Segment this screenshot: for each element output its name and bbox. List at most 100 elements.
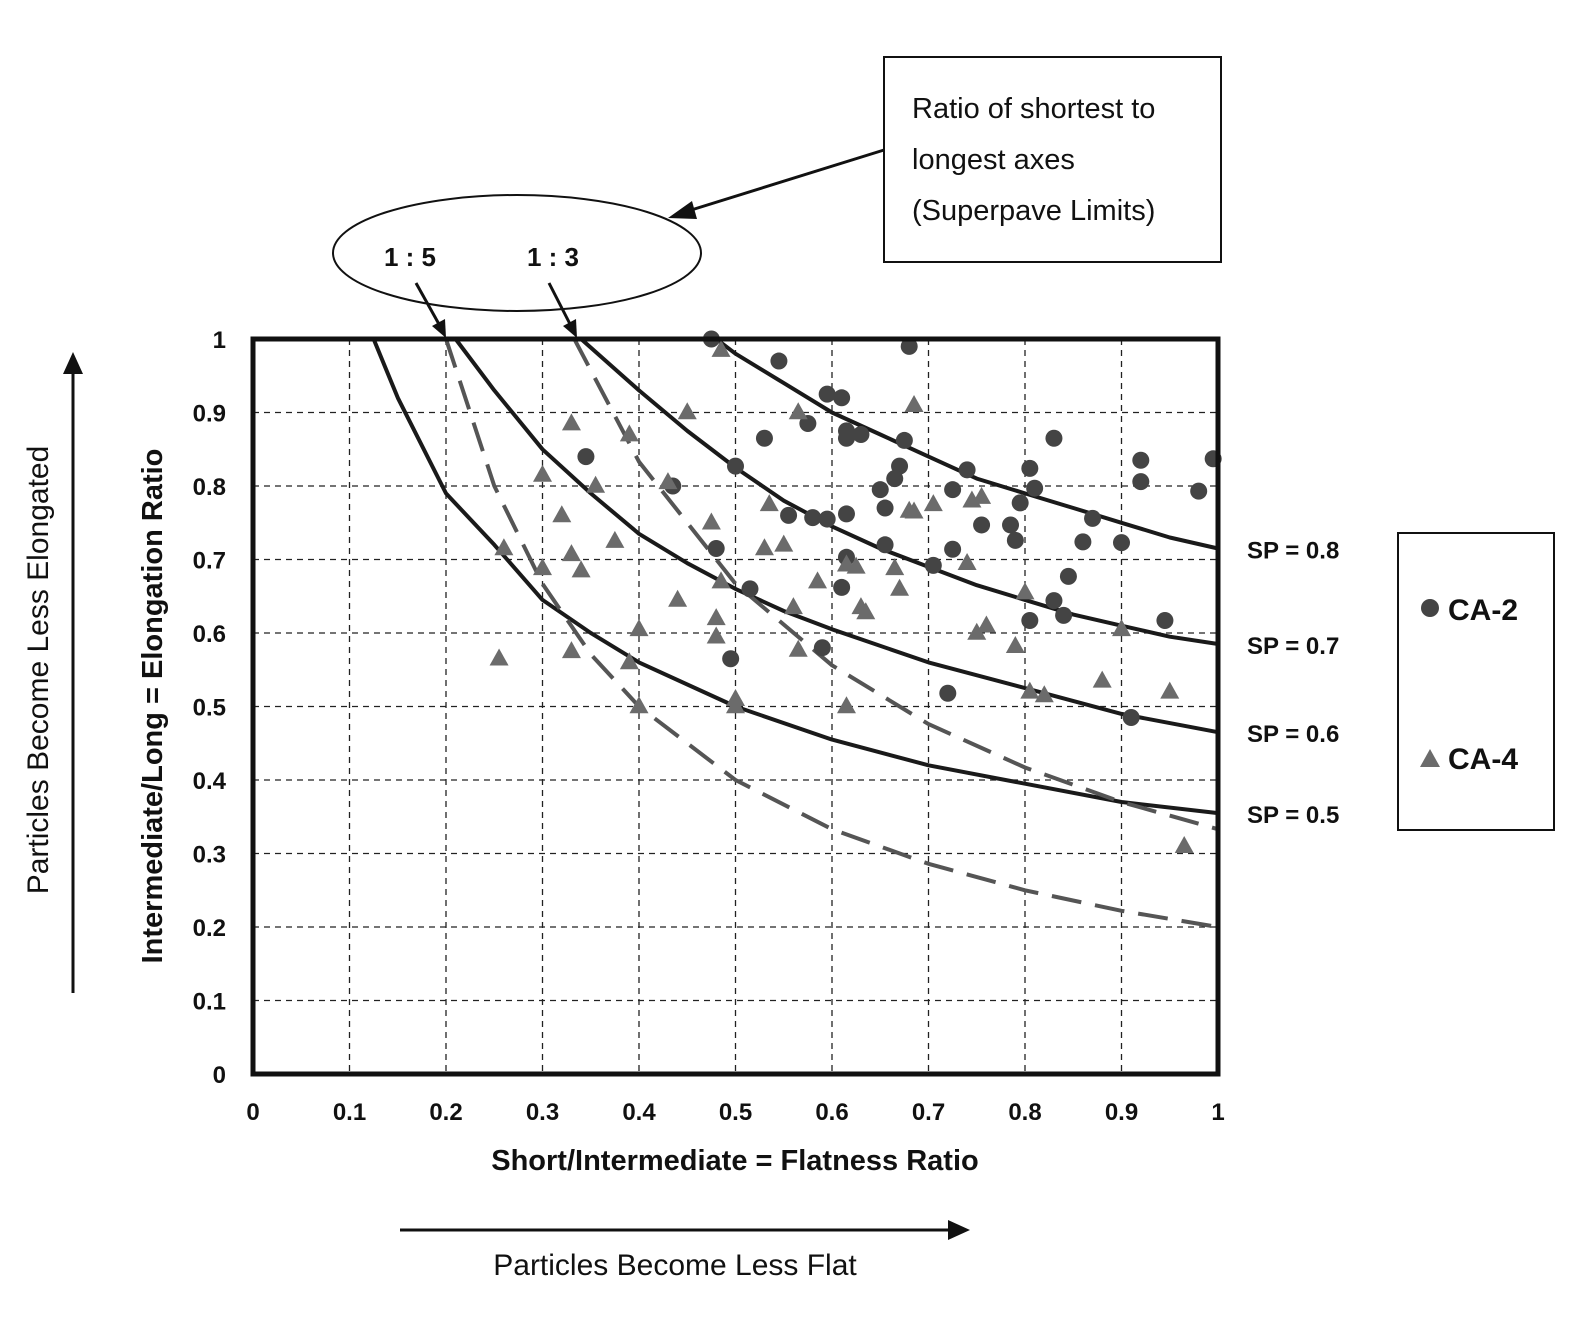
ca-4-point xyxy=(788,402,808,420)
ca-4-point xyxy=(561,544,581,562)
callout-arrowhead xyxy=(668,201,697,219)
ca-4-point xyxy=(976,615,996,633)
ratio-limit-line xyxy=(572,338,1219,832)
ca-2-point xyxy=(804,509,822,527)
ca-2-point xyxy=(1002,516,1020,534)
ca-2-point xyxy=(707,539,725,557)
ca-4-point xyxy=(494,538,514,556)
plot-frame xyxy=(250,336,1221,1077)
ca-2-point xyxy=(1045,429,1063,447)
ca-4-point xyxy=(1174,835,1194,853)
ca-4-point xyxy=(668,589,688,607)
ratio-arrowhead-1-3 xyxy=(563,319,577,338)
ca-4-point xyxy=(957,552,977,570)
ratio-limit-line xyxy=(444,338,1219,929)
legend-marker-ca-4 xyxy=(1420,749,1440,767)
ca-4-point xyxy=(726,696,745,714)
ca-2-point xyxy=(900,337,918,355)
ca-4-point xyxy=(788,639,808,657)
callout-line-1: Ratio of shortest to xyxy=(912,93,1155,125)
ca-4-point xyxy=(1015,582,1035,600)
x-tick-label: 0.3 xyxy=(526,1099,559,1126)
ratio-label-1-5: 1 : 5 xyxy=(384,242,436,272)
ca-4-point xyxy=(586,475,606,493)
ca-4-point xyxy=(836,696,856,714)
x-tick-labels: 0 0.1 0.2 0.3 0.4 0.5 0.6 0.7 0.8 0.9 1 xyxy=(246,1099,1224,1126)
y-tick-label: 0.4 xyxy=(193,768,227,795)
curves xyxy=(371,337,1219,929)
ca-4-point xyxy=(885,558,905,576)
x-tick-label: 0.9 xyxy=(1105,1099,1138,1126)
legend-box xyxy=(1397,532,1555,831)
y-tick-label: 0 xyxy=(213,1062,226,1089)
x-tick-label: 0 xyxy=(246,1099,259,1126)
ca-4-point xyxy=(890,578,910,596)
legend-label-ca-4: CA-4 xyxy=(1448,743,1518,776)
y-axis-label: Intermediate/Long = Elongation Ratio xyxy=(137,449,169,964)
data-points xyxy=(489,330,1222,853)
ca-2-point xyxy=(1132,451,1150,469)
sp-curve xyxy=(454,337,1219,735)
ca-4-point xyxy=(706,608,726,626)
y-tick-label: 0.1 xyxy=(193,989,226,1016)
ca-4-point xyxy=(923,494,943,512)
y-tick-label: 0.8 xyxy=(193,474,226,501)
ca-2-point xyxy=(1113,534,1130,552)
ca-2-point xyxy=(1190,482,1208,500)
ca-2-point xyxy=(944,540,962,558)
ca-2-point xyxy=(895,431,913,449)
y-tick-label: 0.7 xyxy=(193,548,226,575)
ca-2-point xyxy=(837,429,855,447)
ca-2-point xyxy=(818,510,836,528)
ca-4-point xyxy=(783,597,803,615)
callout-line-2: longest axes xyxy=(912,144,1075,176)
legend: CA-2 CA-4 xyxy=(1397,532,1555,831)
ca-4-point xyxy=(677,402,697,420)
ca-2-point xyxy=(1011,494,1029,512)
ca-4-point xyxy=(808,571,828,589)
x-tick-label: 0.4 xyxy=(622,1099,656,1126)
ca-2-point xyxy=(852,426,870,444)
ca-4-point xyxy=(1092,670,1112,688)
ca-2-point xyxy=(958,461,976,479)
legend-label-ca-2: CA-2 xyxy=(1448,594,1518,627)
ca-4-point xyxy=(605,530,625,548)
ca-2-point xyxy=(871,481,889,499)
ca-4-point xyxy=(774,534,794,552)
ca-4-point xyxy=(561,641,581,659)
ca-4-point xyxy=(904,501,924,519)
y-tick-label: 1 xyxy=(213,327,226,354)
y-tick-label: 0.2 xyxy=(193,915,226,942)
ca-2-point xyxy=(1059,567,1077,585)
y-direction-indicator: Particles Become Less Elongated xyxy=(22,352,83,993)
x-direction-arrowhead xyxy=(948,1220,970,1240)
ca-4-point xyxy=(967,622,987,640)
ca-2-point xyxy=(1006,531,1024,549)
ca-4-point xyxy=(561,413,581,431)
ca-2-point xyxy=(1045,592,1063,610)
ca-2-point xyxy=(876,499,894,517)
curve-labels: SP = 0.8 SP = 0.7 SP = 0.6 SP = 0.5 xyxy=(1247,537,1339,829)
ratio-ellipse xyxy=(332,194,702,312)
ca-2-point xyxy=(818,385,836,403)
callout-arrow xyxy=(687,148,885,213)
legend-marker-ca-2 xyxy=(1421,599,1439,617)
ca-4-point xyxy=(571,560,591,578)
ca-2-point xyxy=(886,470,904,488)
ca-2-point xyxy=(939,684,957,702)
x-tick-label: 0.8 xyxy=(1008,1099,1041,1126)
ca-2-point xyxy=(1122,709,1140,727)
callout-line-3: (Superpave Limits) xyxy=(912,195,1155,227)
ca-4-point xyxy=(629,619,649,637)
ca-4-point xyxy=(619,652,639,670)
ca-2-point xyxy=(1132,473,1150,491)
x-tick-label: 0.5 xyxy=(719,1099,752,1126)
ca-2-point xyxy=(876,536,894,554)
ca-2-point xyxy=(722,650,740,668)
x-tick-label: 0.6 xyxy=(815,1099,848,1126)
ca-2-point xyxy=(755,429,773,447)
ca-2-point xyxy=(1021,459,1039,477)
ca-4-point xyxy=(619,424,639,442)
ca-4-point xyxy=(629,696,649,714)
